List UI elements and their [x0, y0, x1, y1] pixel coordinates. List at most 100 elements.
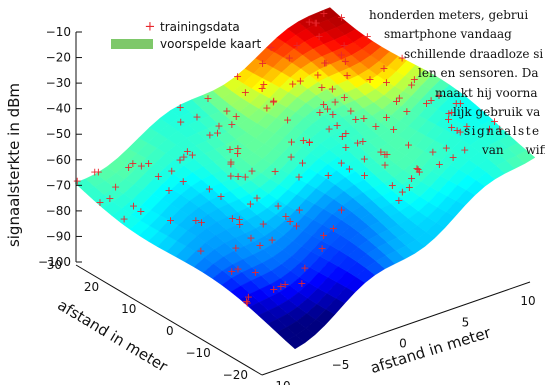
right-tick-label: 10	[520, 294, 535, 308]
training-point-marker: +	[358, 135, 367, 148]
training-point-marker: +	[285, 51, 294, 64]
z-tick-label: −80	[46, 204, 71, 218]
training-point-marker: +	[448, 151, 457, 164]
training-point-marker: +	[398, 186, 407, 199]
right-tick-label: 5	[462, 315, 470, 329]
training-point-marker: +	[320, 57, 329, 70]
training-point-marker: +	[179, 151, 188, 164]
training-point-marker: +	[365, 73, 374, 86]
training-point-marker: +	[119, 212, 128, 225]
training-point-marker: +	[267, 234, 276, 247]
training-point-marker: +	[90, 166, 99, 179]
training-point-marker: +	[285, 215, 294, 228]
training-point-marker: +	[246, 198, 255, 211]
training-point-marker: +	[192, 110, 201, 123]
training-point-marker: +	[241, 171, 250, 184]
training-point-marker: +	[447, 106, 456, 119]
training-point-marker: +	[360, 153, 369, 166]
training-point-marker: +	[228, 212, 237, 225]
training-point-marker: +	[213, 127, 222, 140]
left-floor-axis-line	[75, 264, 263, 376]
training-point-marker: +	[299, 134, 308, 147]
training-point-marker: +	[244, 290, 253, 303]
training-point-marker: +	[452, 124, 461, 137]
training-point-marker: +	[233, 142, 242, 155]
training-point-marker: +	[233, 147, 242, 160]
legend-item-trainingsdata: trainingsdata	[160, 20, 240, 34]
training-point-marker: +	[259, 78, 268, 91]
training-point-marker: +	[359, 112, 368, 125]
training-point-marker: +	[233, 70, 242, 83]
left-axis-ticks: 30 20 10 0 −10 −20	[47, 258, 248, 382]
training-point-marker: +	[495, 122, 504, 135]
training-point-marker: +	[297, 277, 306, 290]
training-point-marker: +	[175, 153, 184, 166]
training-point-marker: +	[296, 75, 305, 88]
training-point-marker: +	[247, 165, 256, 178]
training-point-marker: +	[300, 261, 309, 274]
training-point-marker: +	[281, 210, 290, 223]
training-point-marker: +	[346, 105, 355, 118]
training-point-marker: +	[444, 107, 453, 120]
left-tick-label: −20	[223, 368, 248, 382]
training-point-marker: +	[292, 220, 301, 233]
training-point-marker: +	[351, 113, 360, 126]
training-point-marker: +	[269, 94, 278, 107]
training-point-marker: +	[144, 157, 153, 170]
training-point-marker: +	[452, 97, 461, 110]
training-point-marker: +	[292, 39, 301, 52]
training-point-marker: +	[176, 101, 185, 114]
z-tick-label: −10	[46, 25, 71, 39]
z-tick-label: −60	[46, 153, 71, 167]
training-point-marker: +	[167, 164, 176, 177]
training-point-marker: +	[313, 69, 322, 82]
training-point-marker: +	[226, 158, 235, 171]
training-point-marker: +	[329, 222, 338, 235]
training-point-marker: +	[226, 169, 235, 182]
training-point-marker: +	[412, 162, 421, 175]
training-point-marker: +	[231, 242, 240, 255]
training-point-marker: +	[315, 106, 324, 119]
training-point-marker: +	[280, 278, 289, 291]
training-point-marker: +	[295, 204, 304, 217]
training-point-marker: +	[273, 200, 282, 213]
training-point-marker: +	[154, 170, 163, 183]
training-point-marker: +	[176, 115, 185, 128]
training-point-marker: +	[389, 123, 398, 136]
training-point-marker: +	[323, 103, 332, 116]
training-point-marker: +	[382, 111, 391, 124]
training-point-marker: +	[462, 120, 471, 133]
training-point-marker: +	[255, 239, 264, 252]
training-point-marker: +	[324, 122, 333, 135]
training-point-marker: +	[203, 92, 212, 105]
training-point-marker: +	[188, 149, 197, 162]
training-point-marker: +	[226, 156, 235, 169]
training-point-marker: +	[105, 192, 114, 205]
training-point-marker: +	[305, 16, 314, 29]
training-point-marker: +	[337, 203, 346, 216]
training-point-marker: +	[376, 146, 385, 159]
training-point-marker: +	[317, 81, 326, 94]
legend-marker-icon: +	[145, 20, 156, 35]
training-point-marker: +	[233, 262, 242, 275]
training-point-marker: +	[166, 214, 175, 227]
training-point-marker: +	[407, 172, 416, 185]
training-point-marker: +	[197, 216, 206, 229]
training-point-marker: +	[317, 242, 326, 255]
training-point-marker: +	[233, 170, 242, 183]
signal-surface	[74, 7, 536, 350]
training-point-marker: +	[341, 127, 350, 140]
training-point-marker: +	[388, 179, 397, 192]
z-tick-label: −50	[46, 127, 71, 141]
training-point-marker: +	[241, 86, 250, 99]
training-point-marker: +	[128, 157, 137, 170]
training-point-marker: +	[328, 82, 337, 95]
training-point-marker: +	[311, 17, 320, 30]
training-point-marker: +	[447, 121, 456, 134]
training-point-marker: +	[227, 265, 236, 278]
training-point-marker: +	[379, 62, 388, 75]
training-point-marker: +	[298, 157, 307, 170]
training-point-marker: +	[382, 148, 391, 161]
training-point-marker: +	[235, 218, 244, 231]
training-point-marker: +	[371, 120, 380, 133]
